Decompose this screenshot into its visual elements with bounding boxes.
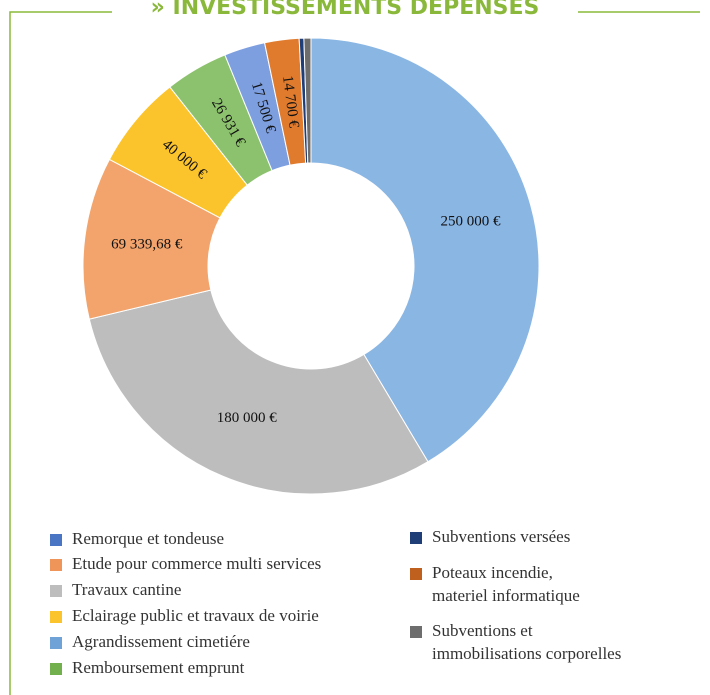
legend-swatch xyxy=(50,611,62,623)
donut-slice xyxy=(310,37,540,463)
legend-label: Travaux cantine xyxy=(72,580,181,599)
data-label: 69 339,68 € xyxy=(111,237,183,253)
legend-swatch xyxy=(50,663,62,675)
legend-label: Poteaux incendie, materiel informatique xyxy=(432,563,580,605)
legend-swatch xyxy=(410,568,422,580)
legend-label: Etude pour commerce multi services xyxy=(72,554,321,573)
donut-slice xyxy=(82,158,221,320)
frame xyxy=(9,11,700,695)
data-label: 14 700 € xyxy=(279,75,302,130)
legend-label: Subventions et immobilisations corporell… xyxy=(432,621,621,663)
donut-slice xyxy=(88,289,429,495)
legend-swatch xyxy=(410,626,422,638)
legend-label: Eclairage public et travaux de voirie xyxy=(72,606,319,625)
legend-label: Subventions versées xyxy=(432,527,570,546)
legend-swatch xyxy=(410,532,422,544)
legend-swatch xyxy=(50,559,62,571)
legend-label: Agrandissement cimetiére xyxy=(72,632,250,651)
donut-slice xyxy=(303,37,312,164)
legend-label: Remorque et tondeuse xyxy=(72,529,224,548)
chart-title: » INVESTISSEMENTS DÉPENSÉS xyxy=(151,0,540,20)
legend-swatch xyxy=(50,637,62,649)
legend-label: Remboursement emprunt xyxy=(72,658,245,677)
data-label: 250 000 € xyxy=(441,213,502,229)
data-label: 180 000 € xyxy=(217,410,278,426)
legend-swatch xyxy=(50,534,62,546)
legend-swatch xyxy=(50,585,62,597)
